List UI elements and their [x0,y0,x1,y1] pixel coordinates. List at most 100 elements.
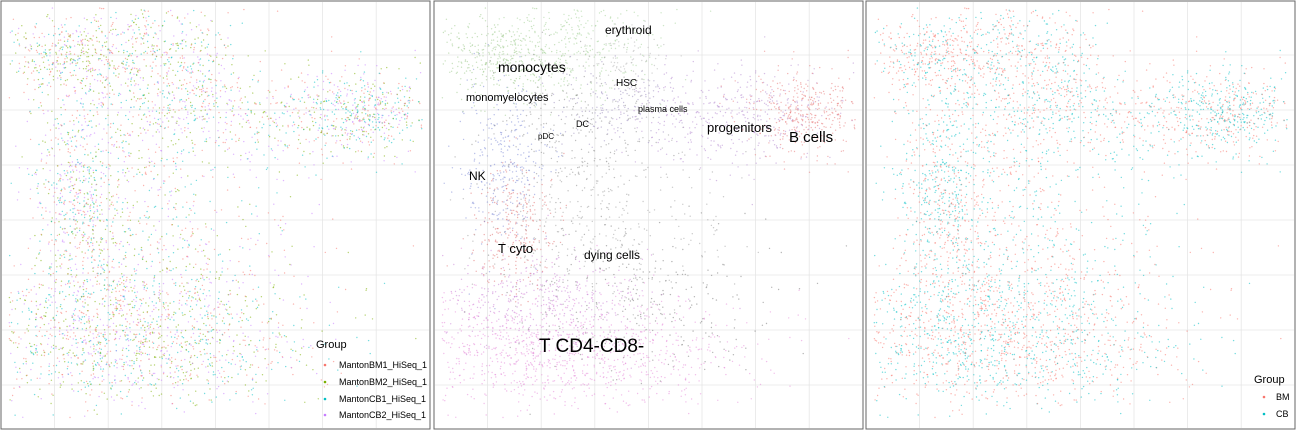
scatter-point [548,359,551,362]
scatter-point [566,361,568,363]
scatter-point [104,175,107,177]
scatter-point [118,261,120,264]
scatter-point [67,140,69,142]
scatter-point [206,53,209,55]
scatter-point [80,380,83,382]
scatter-point [181,336,183,338]
scatter-point [38,287,41,289]
scatter-point [161,157,163,160]
scatter-point [69,164,72,166]
scatter-point [57,42,59,44]
scatter-point [385,96,387,98]
scatter-point [141,174,143,176]
scatter-point [492,327,494,330]
scatter-point [137,84,140,86]
scatter-point [278,116,281,119]
scatter-point [125,325,127,328]
scatter-point [190,72,192,74]
scatter-point [73,199,75,202]
scatter-point [100,348,103,350]
scatter-point [191,142,194,144]
scatter-point [93,212,95,214]
scatter-point [614,365,616,368]
scatter-point [447,414,449,416]
scatter-point [228,361,230,364]
scatter-point [290,93,292,96]
scatter-point [11,308,13,311]
scatter-point [406,117,408,120]
scatter-point [72,313,75,315]
scatter-point [201,127,203,129]
scatter-point [37,396,39,398]
scatter-point [126,276,128,279]
scatter-point [304,89,306,91]
scatter-point [602,372,604,374]
scatter-point [522,346,525,348]
scatter-point [144,329,146,331]
scatter-point [150,265,152,267]
scatter-point [642,295,644,297]
scatter-point [67,373,69,375]
scatter-point [356,117,358,119]
scatter-point [218,72,220,74]
scatter-point [388,134,390,137]
scatter-point [408,90,411,92]
scatter-point [85,178,87,180]
scatter-point [125,339,127,341]
scatter-point [598,357,600,360]
scatter-point [663,363,665,365]
scatter-point [169,63,172,65]
scatter-point [118,248,121,251]
scatter-point [161,137,164,139]
scatter-point [64,173,66,175]
scatter-point [117,171,119,173]
scatter-point [111,196,113,198]
scatter-point [38,53,40,55]
scatter-point [187,351,190,353]
scatter-point [98,98,100,100]
scatter-point [198,116,201,118]
scatter-point [87,352,90,354]
scatter-point [63,256,66,258]
scatter-point [82,50,85,53]
scatter-point [345,129,347,131]
scatter-point [178,124,180,127]
scatter-point [694,374,697,376]
scatter-point [82,234,85,237]
scatter-point [95,155,97,157]
scatter-point [208,29,210,32]
scatter-point [140,375,142,377]
scatter-point [500,331,502,333]
scatter-point [38,84,40,86]
scatter-point [41,45,43,48]
scatter-point [92,69,94,71]
scatter-point [67,161,70,164]
scatter-point [166,97,168,99]
scatter-point [127,376,129,379]
scatter-point [346,146,348,149]
scatter-point [173,377,175,379]
scatter-point [307,94,309,97]
scatter-point [241,356,243,358]
scatter-point [241,22,243,24]
scatter-point [109,333,111,335]
scatter-point [140,327,142,329]
scatter-point [350,130,352,132]
scatter-point [86,278,88,281]
scatter-point [622,361,624,363]
scatter-point [179,379,181,381]
scatter-point [284,87,286,89]
scatter-point [374,85,376,87]
scatter-point [138,365,141,367]
scatter-point [132,29,134,31]
scatter-point [354,72,356,75]
scatter-point [41,91,43,94]
scatter-point [242,282,244,284]
scatter-point [40,373,42,375]
scatter-point [93,177,96,179]
scatter-point [531,364,533,366]
scatter-point [349,138,351,140]
scatter-point [169,260,171,263]
scatter-point [157,326,160,329]
scatter-point [69,416,71,419]
